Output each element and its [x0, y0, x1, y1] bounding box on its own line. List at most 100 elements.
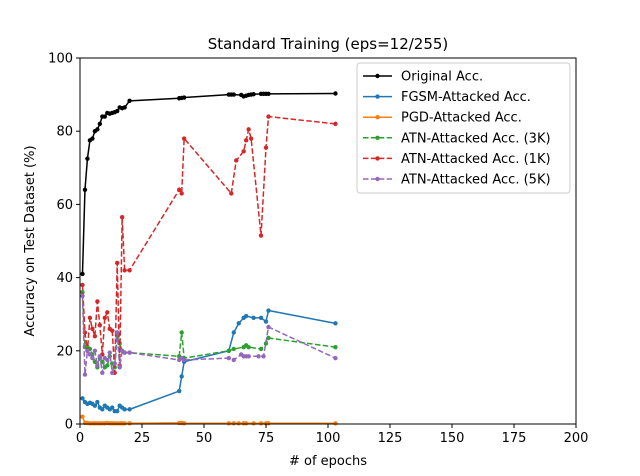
data-point: [251, 315, 256, 321]
data-point: [181, 136, 187, 141]
data-point: [127, 421, 132, 426]
legend-marker: [375, 73, 380, 79]
data-point: [82, 372, 88, 377]
data-point: [266, 324, 271, 330]
data-point: [127, 350, 132, 355]
data-point: [248, 136, 254, 141]
y-tick-label: 60: [56, 198, 73, 213]
data-point: [95, 127, 100, 132]
data-point: [100, 407, 105, 412]
data-point: [263, 341, 269, 346]
legend-label: Original Acc.: [401, 70, 483, 85]
series-line: [81, 92, 336, 274]
data-point: [333, 355, 338, 361]
data-point: [110, 370, 115, 375]
data-point: [127, 407, 132, 412]
series-1: [80, 308, 338, 414]
data-point: [266, 91, 271, 97]
data-point: [87, 352, 93, 357]
y-tick-label: 80: [56, 125, 73, 140]
legend-label: ATN-Attacked Acc. (3K): [401, 131, 551, 146]
data-point: [236, 421, 241, 426]
data-point: [333, 421, 338, 426]
data-point: [181, 95, 187, 100]
series-4: [80, 114, 338, 375]
data-point: [115, 108, 120, 114]
data-point: [92, 403, 98, 408]
data-point: [117, 365, 122, 370]
x-tick-label: 0: [76, 431, 84, 446]
data-point: [105, 357, 110, 363]
data-point: [122, 268, 127, 273]
x-axis-label: # of epochs: [289, 454, 367, 469]
legend-box: [356, 62, 571, 194]
data-point: [266, 421, 271, 426]
data-point: [226, 348, 231, 353]
data-point: [102, 315, 108, 321]
data-point: [251, 92, 256, 97]
data-point: [100, 370, 105, 375]
data-point: [115, 330, 120, 335]
data-point: [229, 191, 234, 196]
data-point: [181, 357, 187, 363]
data-point: [122, 105, 127, 110]
data-point: [251, 421, 256, 426]
data-point: [333, 91, 338, 96]
x-tick-label: 200: [564, 431, 589, 446]
data-point: [231, 330, 236, 335]
data-point: [266, 335, 271, 341]
y-tick-label: 40: [56, 271, 73, 286]
data-point: [95, 363, 100, 368]
y-tick-label: 100: [48, 52, 73, 67]
data-point: [266, 308, 271, 313]
data-point: [246, 354, 251, 359]
y-tick-label: 20: [56, 344, 73, 359]
legend-marker: [375, 176, 380, 182]
data-point: [241, 149, 246, 154]
legend-label: PGD-Attacked Acc.: [401, 111, 522, 126]
data-point: [80, 414, 85, 419]
data-point: [231, 357, 236, 363]
data-point: [226, 355, 231, 361]
data-point: [97, 121, 103, 127]
data-point: [263, 319, 269, 324]
data-point: [115, 260, 120, 266]
data-point: [231, 421, 236, 426]
data-point: [333, 321, 338, 326]
data-point: [256, 354, 261, 359]
data-point: [95, 299, 100, 304]
data-point: [258, 346, 264, 352]
data-point: [122, 407, 127, 412]
data-point: [258, 315, 264, 321]
legend-label: FGSM-Attacked Acc.: [401, 90, 531, 105]
data-point: [97, 322, 103, 328]
legend-marker: [375, 115, 380, 120]
data-point: [127, 98, 132, 104]
data-point: [110, 405, 115, 410]
x-tick-label: 25: [134, 431, 151, 446]
x-tick-label: 125: [378, 431, 403, 446]
data-point: [261, 354, 266, 359]
data-point: [177, 388, 182, 394]
data-point: [179, 374, 184, 379]
data-point: [90, 326, 95, 332]
data-point: [87, 315, 93, 321]
series-0: [80, 91, 338, 277]
data-point: [177, 187, 182, 192]
data-point: [85, 156, 90, 161]
data-point: [243, 313, 249, 319]
data-point: [92, 348, 98, 353]
data-point: [80, 293, 85, 299]
data-point: [231, 346, 236, 352]
data-point: [107, 350, 112, 355]
data-point: [82, 187, 88, 192]
data-point: [226, 421, 231, 426]
data-point: [231, 92, 236, 97]
series-layer: [80, 91, 338, 426]
data-point: [85, 348, 90, 353]
x-tick-label: 50: [196, 431, 213, 446]
y-axis-label: Accuracy on Test Dataset (%): [23, 145, 38, 336]
x-tick-label: 175: [502, 431, 527, 446]
data-point: [110, 328, 115, 333]
